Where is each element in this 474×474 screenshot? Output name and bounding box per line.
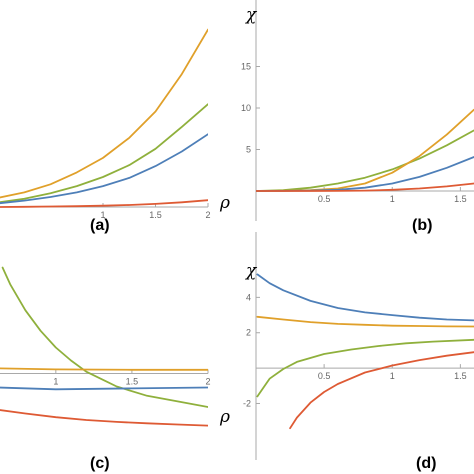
panel-label-a: (a) bbox=[90, 217, 110, 234]
x-tick-label-b-2: 1.5 bbox=[454, 194, 467, 204]
y-tick-label-d-2: 4 bbox=[246, 292, 251, 302]
series-line-c-green bbox=[1, 266, 208, 408]
x-axis-label-a: ρ bbox=[219, 193, 230, 213]
panel-b: 0.5 1 1.5 5 10 15 χ (b) bbox=[241, 0, 474, 234]
series-line-b-orange bbox=[256, 108, 474, 192]
series-line-d-blue bbox=[256, 273, 474, 322]
series-line-a-orange bbox=[0, 28, 208, 199]
series-line-c-orange bbox=[0, 367, 208, 371]
panel-label-c: (c) bbox=[90, 455, 110, 472]
series-line-c-red bbox=[0, 409, 208, 427]
x-tick-label-d-1: 1 bbox=[390, 371, 395, 381]
panel-label-b: (b) bbox=[412, 217, 432, 234]
series-line-b-red bbox=[256, 182, 474, 192]
series-line-a-blue bbox=[0, 133, 208, 205]
series-line-b-green bbox=[256, 129, 474, 192]
y-axis-label-b: χ bbox=[245, 5, 258, 25]
x-tick-label-a-1: 1.5 bbox=[149, 210, 162, 220]
series-line-d-red bbox=[289, 351, 474, 430]
y-tick-label-d-0: -2 bbox=[243, 398, 251, 408]
x-tick-label-a-2: 2 bbox=[205, 210, 210, 220]
x-tick-label-d-0: 0.5 bbox=[318, 371, 331, 381]
series-line-d-green bbox=[256, 338, 474, 398]
panel-label-d: (d) bbox=[416, 455, 436, 472]
panel-a: 1 1.5 2ρ (a) bbox=[0, 28, 230, 234]
y-tick-label-b-1: 10 bbox=[241, 103, 251, 113]
panel-d: 0.5 1 1.5 -2 2 4 χ (d) bbox=[243, 232, 474, 472]
y-tick-label-b-0: 5 bbox=[246, 145, 251, 155]
x-tick-label-c-2: 2 bbox=[205, 377, 210, 387]
series-line-a-red bbox=[0, 199, 208, 208]
series-line-d-orange bbox=[256, 315, 474, 328]
x-tick-label-d-2: 1.5 bbox=[454, 371, 467, 381]
y-tick-label-b-2: 15 bbox=[241, 62, 251, 72]
y-tick-label-d-1: 2 bbox=[246, 328, 251, 338]
panel-c: 1 1.5 2 ρ (c) bbox=[0, 266, 230, 472]
x-tick-label-b-1: 1 bbox=[390, 194, 395, 204]
x-tick-label-c-0: 1 bbox=[53, 377, 58, 387]
series-line-a-green bbox=[0, 103, 208, 204]
x-tick-label-b-0: 0.5 bbox=[318, 194, 331, 204]
y-axis-label-d: χ bbox=[245, 261, 258, 281]
x-axis-label-c: ρ bbox=[219, 407, 230, 427]
x-tick-label-c-1: 1.5 bbox=[126, 377, 139, 387]
series-line-b-blue bbox=[256, 156, 474, 192]
series-line-c-blue bbox=[0, 386, 208, 391]
x-tick-label-a-0: 1 bbox=[100, 210, 105, 220]
